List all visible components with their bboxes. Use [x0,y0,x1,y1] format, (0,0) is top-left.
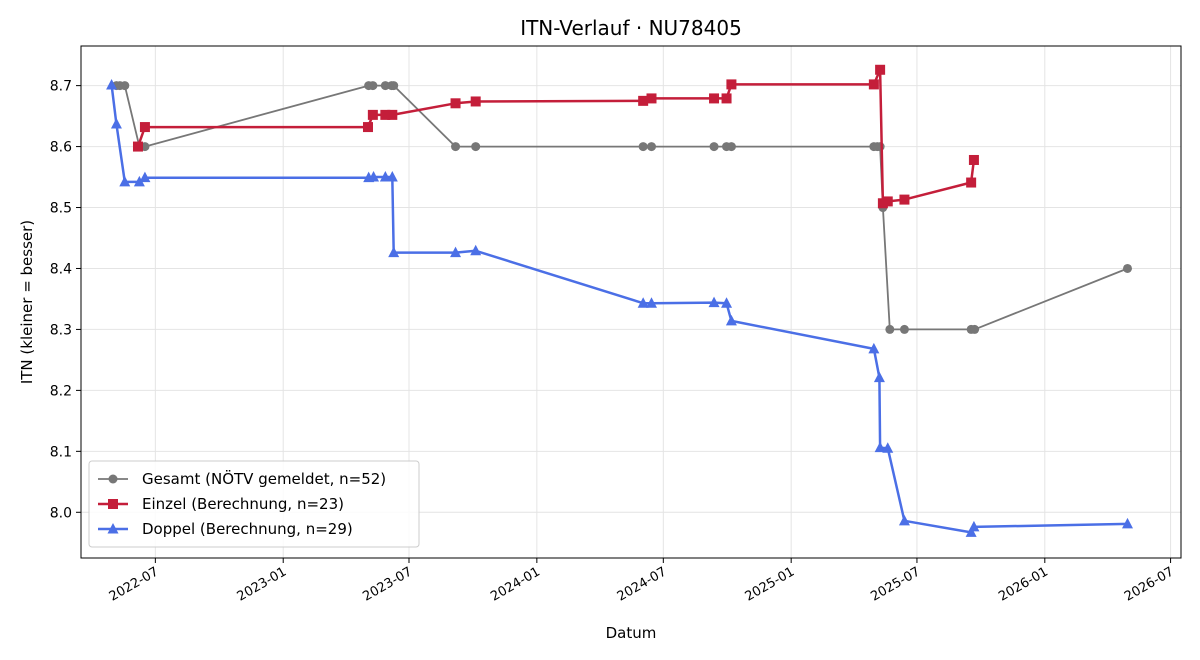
series-layer [106,64,1133,537]
data-point-doppel [139,171,151,183]
y-tick-label: 8.6 [50,140,72,156]
chart-title: ITN-Verlauf · NU78405 [520,16,742,40]
y-tick-label: 8.1 [50,444,72,460]
data-point-doppel [637,297,649,308]
data-point-doppel [106,79,118,90]
data-point-einzel [362,122,373,133]
legend-swatch-marker [108,499,118,509]
data-point-doppel [898,514,910,526]
grid [81,46,1181,558]
data-point-doppel [708,296,720,308]
data-point-doppel [119,175,131,187]
y-tick-label: 8.0 [50,505,72,521]
data-point-doppel [873,371,885,383]
data-point-einzel [968,154,979,165]
y-axis-label: ITN (kleiner = besser) [18,220,36,384]
legend-item-einzel: Einzel (Berechnung, n=23) [98,495,344,513]
legend-item-gesamt: Gesamt (NÖTV gemeldet, n=52) [98,469,386,488]
data-point-doppel [874,441,886,453]
x-axis-label: Datum [606,624,657,642]
data-point-gesamt [1122,263,1132,273]
data-point-gesamt [885,324,895,334]
data-point-doppel [1121,517,1133,529]
data-point-doppel [645,297,657,308]
data-point-einzel [721,93,732,104]
data-point-gesamt [646,142,656,152]
data-point-einzel [470,96,481,107]
legend-box [88,460,420,548]
data-point-gesamt [368,81,378,91]
legend-label: Gesamt (NÖTV gemeldet, n=52) [142,469,386,488]
data-point-einzel [367,109,378,120]
data-point-gesamt [638,142,648,152]
data-point-einzel [380,109,391,120]
series-einzel [132,64,979,209]
legend-swatch-marker [107,523,119,534]
data-point-doppel [725,314,737,326]
data-point-gesamt [899,324,909,334]
data-point-einzel [387,109,398,120]
data-point-gesamt [726,142,736,152]
data-point-einzel [868,79,879,90]
y-tick-label: 8.3 [50,322,72,338]
y-tick-label: 8.5 [50,201,72,217]
data-point-doppel [133,175,145,187]
data-point-einzel [646,93,657,104]
data-point-doppel [386,171,398,182]
data-point-gesamt [471,142,481,152]
data-point-einzel [875,64,886,75]
data-point-einzel [726,79,737,90]
data-point-doppel [388,246,400,258]
data-point-einzel [139,122,150,133]
data-point-doppel [450,246,462,258]
data-point-gesamt [389,81,399,91]
data-point-doppel [379,171,391,182]
legend-label: Doppel (Berechnung, n=29) [142,520,353,538]
legend: Gesamt (NÖTV gemeldet, n=52) Einzel (Bere… [88,460,420,548]
data-point-gesamt [709,142,719,152]
data-point-einzel [132,141,143,152]
y-axis: 8.0 8.1 8.2 8.3 8.4 8.5 8.6 8.7 [50,79,81,521]
data-point-einzel [882,196,893,207]
data-point-einzel [966,177,977,188]
data-point-einzel [899,194,910,205]
data-point-gesamt [451,142,461,152]
data-point-doppel [965,526,977,537]
data-point-einzel [638,95,649,106]
data-point-doppel [470,244,482,256]
legend-item-doppel: Doppel (Berechnung, n=29) [98,520,353,538]
data-point-doppel [882,442,894,453]
data-point-doppel [110,118,122,129]
data-point-doppel [721,297,733,308]
data-point-einzel [450,98,461,109]
data-point-doppel [968,520,980,532]
data-point-doppel [368,171,380,182]
plot-area-frame [80,45,1182,559]
data-point-doppel [868,342,880,354]
series-doppel [106,79,1133,537]
data-point-einzel [709,93,720,104]
data-point-gesamt [970,324,980,334]
legend-swatch-marker [108,474,118,484]
data-point-gesamt [875,142,885,152]
y-tick-label: 8.7 [50,79,72,95]
data-point-gesamt [380,81,390,91]
y-tick-label: 8.4 [50,261,72,277]
data-point-gesamt [120,81,130,91]
legend-label: Einzel (Berechnung, n=23) [142,495,344,513]
y-tick-label: 8.2 [50,383,72,399]
